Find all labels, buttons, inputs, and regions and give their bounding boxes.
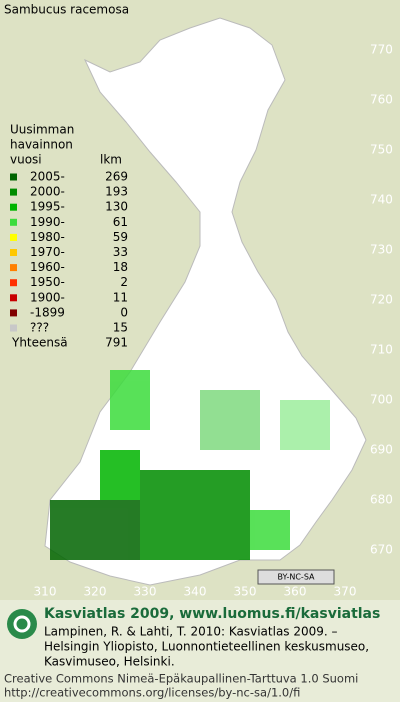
- finland-outline: [44, 17, 367, 586]
- legend-count-header: lkm: [100, 153, 122, 167]
- legend-heading: havainnon: [10, 138, 73, 152]
- legend-label: 1980-: [30, 230, 65, 244]
- legend-swatch: [10, 264, 17, 272]
- axes: 770 760 750 740 730 720 710 700 690 680 670 310 320 3…: [34, 43, 393, 599]
- legend-swatch: [10, 324, 17, 332]
- occurrence-area: [50, 370, 330, 560]
- legend-label: 1995-: [30, 200, 65, 214]
- citation-line: Helsingin Yliopisto, Luonnontieteellinen…: [44, 640, 369, 654]
- legend-swatch: [10, 249, 17, 256]
- logo-spiral: [13, 615, 31, 633]
- legend-swatch: [10, 233, 17, 241]
- legend-label: -1899: [30, 305, 65, 319]
- legend-count: 61: [113, 215, 128, 229]
- y-tick-label: 730: [370, 243, 393, 257]
- y-tick-label: 770: [370, 43, 393, 57]
- footer-title: Kasviatlas 2009, www.luomus.fi/kasviatla…: [44, 606, 380, 622]
- legend-count: 193: [105, 185, 128, 199]
- x-tick-label: 360: [284, 585, 307, 599]
- x-tick-label: 340: [184, 585, 207, 599]
- legend-count: 0: [120, 305, 128, 319]
- legend-swatch: [10, 218, 17, 226]
- legend-count: 2: [120, 275, 128, 289]
- legend-label: 1900-: [30, 290, 65, 304]
- legend-heading: vuosi: [10, 153, 42, 167]
- x-tick-label: 370: [334, 585, 357, 599]
- x-tick-label: 320: [84, 585, 107, 599]
- legend-count: 269: [105, 170, 128, 184]
- footer-text: Lampinen, R. & Lahti, T. 2010: Kasviatla…: [4, 625, 369, 700]
- y-tick-label: 670: [370, 543, 393, 557]
- y-tick-label: 700: [370, 393, 393, 407]
- legend-swatch: [10, 309, 17, 317]
- license-line: http://creativecommons.org/licenses/by-n…: [4, 686, 300, 700]
- cc-badge-label: BY-NC-SA: [277, 573, 315, 582]
- legend-label: 2005-: [30, 170, 65, 184]
- legend-label: 1990-: [30, 215, 65, 229]
- y-tick-label: 680: [370, 493, 393, 507]
- legend-heading: Uusimman: [10, 123, 74, 137]
- legend-count: 59: [113, 230, 128, 244]
- x-tick-label: 350: [234, 585, 257, 599]
- cc-badge: [257, 569, 335, 585]
- y-tick-label: 710: [370, 343, 393, 357]
- citation-line: Lampinen, R. & Lahti, T. 2010: Kasviatla…: [44, 625, 338, 639]
- y-tick-label: 740: [370, 193, 393, 207]
- y-tick-label: 690: [370, 443, 393, 457]
- x-tick-label: 310: [34, 585, 57, 599]
- legend-label: 1960-: [30, 260, 65, 274]
- map-title: Sambucus racemosa: [4, 3, 129, 17]
- legend-count: 11: [113, 290, 128, 304]
- legend-swatch: [10, 279, 17, 287]
- legend-label: 1970-: [30, 245, 65, 259]
- legend-label: 2000-: [30, 185, 65, 199]
- x-tick-label: 330: [134, 585, 157, 599]
- legend-total-label: Yhteensä: [11, 336, 68, 350]
- legend-count: 130: [105, 200, 128, 214]
- legend-label: 1950-: [30, 275, 65, 289]
- license-line: Creative Commons Nimeä-Epäkaupallinen-Ta…: [4, 672, 358, 686]
- y-tick-label: 760: [370, 93, 393, 107]
- legend-label: ???: [30, 321, 49, 335]
- legend-count: 33: [113, 245, 128, 259]
- legend-count: 15: [113, 321, 128, 335]
- citation-line: Kasvimuseo, Helsinki.: [44, 655, 175, 669]
- legend-total: 791: [105, 336, 128, 350]
- legend-swatch: [10, 203, 17, 211]
- y-tick-label: 720: [370, 293, 393, 307]
- legend-swatch: [10, 188, 17, 196]
- legend-swatch: [10, 173, 17, 181]
- legend-count: 18: [113, 260, 128, 274]
- legend-swatch: [10, 294, 17, 302]
- y-tick-label: 750: [370, 143, 393, 157]
- logo: [7, 609, 37, 639]
